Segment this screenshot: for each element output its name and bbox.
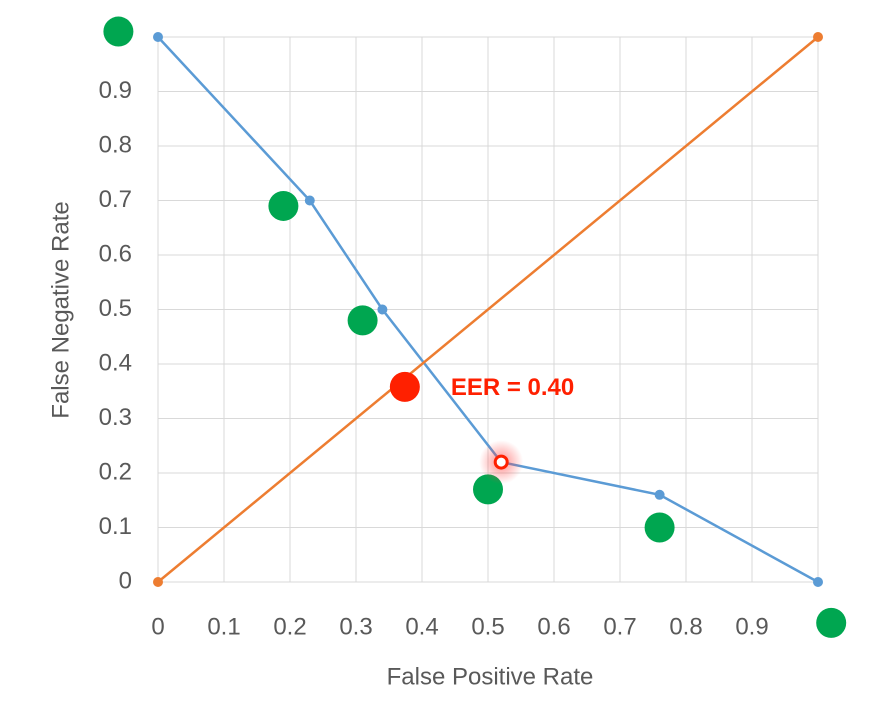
x-tick-label: 0.7 (603, 613, 636, 640)
y-tick-label: 0.9 (99, 77, 132, 104)
x-tick-label: 0.2 (273, 613, 306, 640)
y-tick-label: 0.2 (99, 458, 132, 485)
y-tick-label: 0.3 (99, 404, 132, 431)
line-point (813, 32, 823, 42)
scatter-point (103, 16, 134, 47)
x-tick-label: 0.3 (339, 613, 372, 640)
x-tick-label: 0.1 (207, 613, 240, 640)
data-line (157, 36, 819, 584)
scatter-point (816, 607, 847, 638)
x-tick-label: 0.4 (405, 613, 438, 640)
line-point (153, 32, 163, 42)
x-tick-label: 0 (151, 613, 164, 640)
y-tick-label: 0.1 (99, 513, 132, 540)
line-point (813, 577, 823, 587)
line-point (654, 489, 665, 500)
line-point (304, 195, 315, 206)
scatter-point (644, 512, 675, 543)
x-tick-label: 0.9 (735, 613, 768, 640)
data-line (157, 36, 819, 583)
y-tick-label: 0.8 (99, 131, 132, 158)
eer-annotation: EER = 0.40 (451, 374, 574, 401)
line-point (153, 577, 163, 587)
y-axis-title: False Negative Rate (47, 201, 74, 418)
highlight-point (493, 454, 509, 470)
x-tick-label: 0.5 (471, 613, 504, 640)
y-tick-label: 0 (119, 567, 132, 594)
x-tick-label: 0.6 (537, 613, 570, 640)
x-tick-label: 0.8 (669, 613, 702, 640)
y-tick-label: 0.7 (99, 186, 132, 213)
y-tick-label: 0.5 (99, 295, 132, 322)
y-tick-label: 0.4 (99, 349, 132, 376)
x-axis-title: False Positive Rate (387, 663, 594, 690)
y-tick-label: 0.6 (99, 240, 132, 267)
scatter-point (268, 190, 299, 221)
scatter-point (389, 371, 420, 402)
scatter-point (347, 305, 378, 336)
line-point (377, 304, 388, 315)
